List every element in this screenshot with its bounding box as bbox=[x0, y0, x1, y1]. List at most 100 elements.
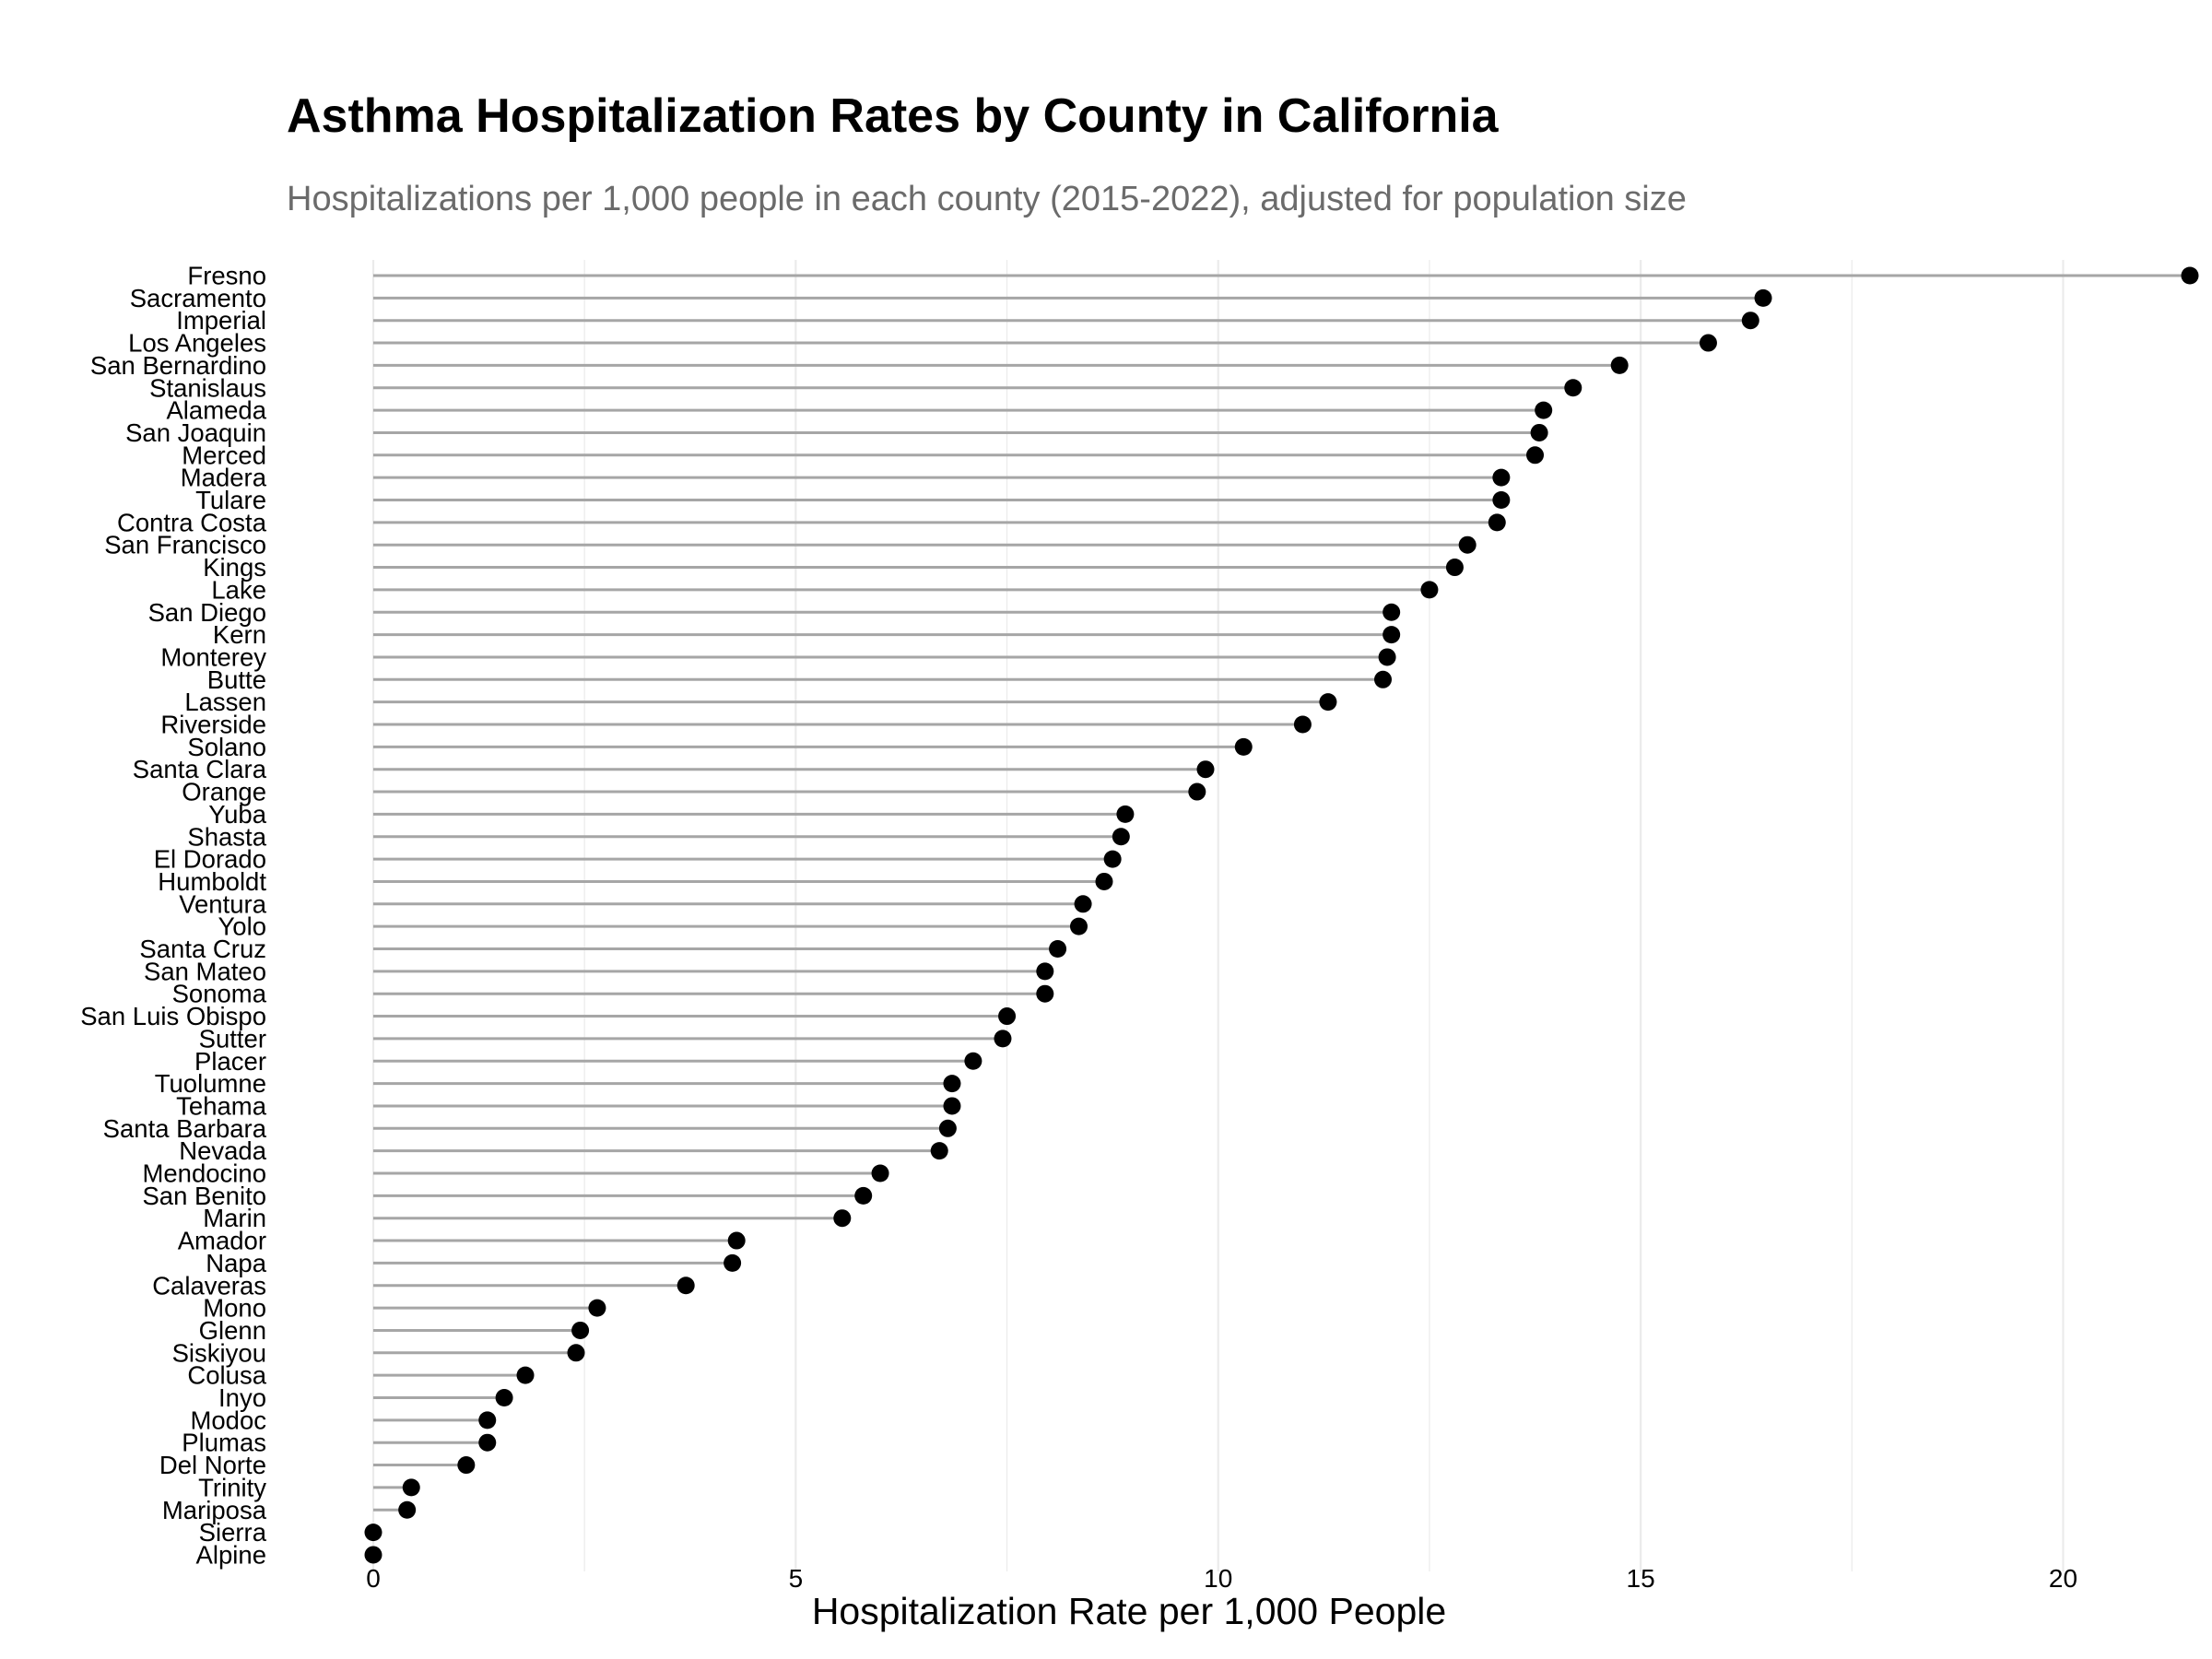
y-tick-label: Humboldt bbox=[158, 867, 266, 896]
data-point bbox=[727, 1231, 746, 1250]
x-axis-title: Hospitalization Rate per 1,000 People bbox=[812, 1590, 1446, 1632]
y-tick-label: Solano bbox=[187, 733, 266, 761]
data-point bbox=[398, 1500, 417, 1519]
y-tick-label: Lassen bbox=[184, 688, 266, 716]
data-point bbox=[1374, 670, 1393, 688]
data-point bbox=[1196, 760, 1215, 779]
data-point bbox=[964, 1052, 982, 1070]
y-tick-label: Mendocino bbox=[142, 1159, 266, 1188]
data-point bbox=[1188, 782, 1206, 801]
data-point bbox=[364, 1546, 382, 1564]
y-tick-label: Tehama bbox=[176, 1091, 267, 1120]
y-tick-label: Sutter bbox=[199, 1024, 266, 1053]
y-tick-label: Santa Barbara bbox=[103, 1114, 267, 1143]
x-tick-label: 0 bbox=[366, 1564, 381, 1593]
data-point bbox=[567, 1344, 585, 1362]
data-point bbox=[1458, 535, 1477, 554]
chart-title: Asthma Hospitalization Rates by County i… bbox=[287, 89, 1500, 143]
y-tick-label: Trinity bbox=[198, 1473, 266, 1501]
y-tick-label: San Mateo bbox=[144, 957, 266, 985]
y-tick-label: Tulare bbox=[195, 486, 266, 514]
data-point bbox=[1103, 850, 1122, 868]
y-tick-label: Orange bbox=[182, 778, 266, 806]
y-tick-label: El Dorado bbox=[154, 845, 266, 874]
y-tick-label: San Luis Obispo bbox=[80, 1002, 266, 1030]
y-tick-label: Yolo bbox=[218, 912, 266, 941]
data-point bbox=[1378, 648, 1396, 666]
data-point bbox=[1564, 379, 1583, 397]
y-tick-label: Los Angeles bbox=[128, 329, 266, 358]
y-tick-label: Placer bbox=[194, 1047, 266, 1076]
data-point bbox=[943, 1097, 961, 1115]
y-tick-label: Modoc bbox=[190, 1406, 266, 1434]
y-tick-label: Siskiyou bbox=[172, 1338, 266, 1367]
y-tick-label: Glenn bbox=[199, 1316, 266, 1345]
y-tick-label: Imperial bbox=[176, 306, 266, 335]
data-point bbox=[495, 1389, 513, 1406]
y-tick-label: Sierra bbox=[199, 1518, 267, 1547]
y-tick-label: Alpine bbox=[196, 1540, 266, 1569]
y-tick-label: Sacramento bbox=[130, 284, 266, 312]
y-tick-label: Plumas bbox=[182, 1429, 266, 1457]
y-tick-label: Madera bbox=[181, 464, 267, 492]
data-point bbox=[1049, 940, 1067, 958]
y-tick-label: Riverside bbox=[160, 711, 266, 739]
x-tick-label: 5 bbox=[789, 1564, 804, 1593]
x-tick-label: 15 bbox=[1627, 1564, 1655, 1593]
data-point bbox=[2181, 266, 2199, 285]
data-point bbox=[364, 1524, 382, 1542]
data-point bbox=[930, 1142, 948, 1160]
data-point bbox=[1074, 895, 1092, 913]
data-point bbox=[1535, 401, 1553, 419]
data-point bbox=[478, 1411, 497, 1430]
y-tick-label: Amador bbox=[178, 1227, 266, 1255]
y-tick-label: Colusa bbox=[187, 1361, 266, 1390]
chart-subtitle: Hospitalizations per 1,000 people in eac… bbox=[287, 180, 1687, 218]
data-point bbox=[1699, 334, 1717, 352]
y-tick-label: Lake bbox=[211, 575, 266, 604]
data-point bbox=[998, 1007, 1017, 1026]
y-tick-label: Shasta bbox=[187, 822, 266, 851]
data-point bbox=[1445, 559, 1464, 577]
y-tick-label: Marin bbox=[203, 1204, 266, 1232]
y-tick-label: Sonoma bbox=[172, 980, 267, 1008]
y-tick-label: San Bernardino bbox=[90, 351, 266, 380]
point-layer bbox=[364, 266, 2199, 1564]
y-tick-label: Monterey bbox=[160, 642, 266, 671]
data-point bbox=[457, 1456, 476, 1475]
y-tick-label: Calaveras bbox=[152, 1271, 266, 1300]
y-tick-label: Inyo bbox=[218, 1383, 266, 1412]
data-point bbox=[1526, 446, 1545, 465]
y-tick-label: Stanislaus bbox=[149, 373, 266, 402]
data-point bbox=[1293, 715, 1312, 734]
data-point bbox=[994, 1030, 1012, 1048]
y-tick-label: San Francisco bbox=[104, 531, 266, 559]
y-tick-label: Napa bbox=[206, 1249, 266, 1277]
data-point bbox=[571, 1321, 590, 1339]
y-tick-label: Mariposa bbox=[162, 1496, 267, 1524]
data-point bbox=[1492, 491, 1511, 509]
y-tick-label: Kings bbox=[203, 553, 266, 582]
data-point bbox=[1530, 423, 1548, 441]
x-tick-labels: 0 5 10 15 20 bbox=[366, 1564, 2077, 1593]
y-tick-label: Nevada bbox=[179, 1136, 266, 1165]
y-tick-label: Kern bbox=[213, 620, 266, 649]
data-point bbox=[588, 1299, 606, 1317]
y-tick-label: Yuba bbox=[208, 800, 266, 829]
data-point bbox=[402, 1478, 420, 1497]
data-point bbox=[854, 1186, 873, 1205]
data-point bbox=[677, 1277, 695, 1295]
y-tick-label: Santa Cruz bbox=[139, 935, 266, 963]
y-tick-label: Merced bbox=[182, 441, 266, 469]
data-point bbox=[1382, 626, 1401, 644]
data-point bbox=[516, 1366, 535, 1384]
y-tick-label: Butte bbox=[207, 665, 266, 694]
y-tick-label: Tuolumne bbox=[155, 1069, 266, 1098]
y-tick-label: Contra Costa bbox=[117, 508, 267, 536]
data-point bbox=[1112, 828, 1130, 846]
data-point bbox=[1036, 984, 1054, 1003]
grid-layer bbox=[371, 260, 2065, 1571]
data-point bbox=[1420, 581, 1439, 599]
